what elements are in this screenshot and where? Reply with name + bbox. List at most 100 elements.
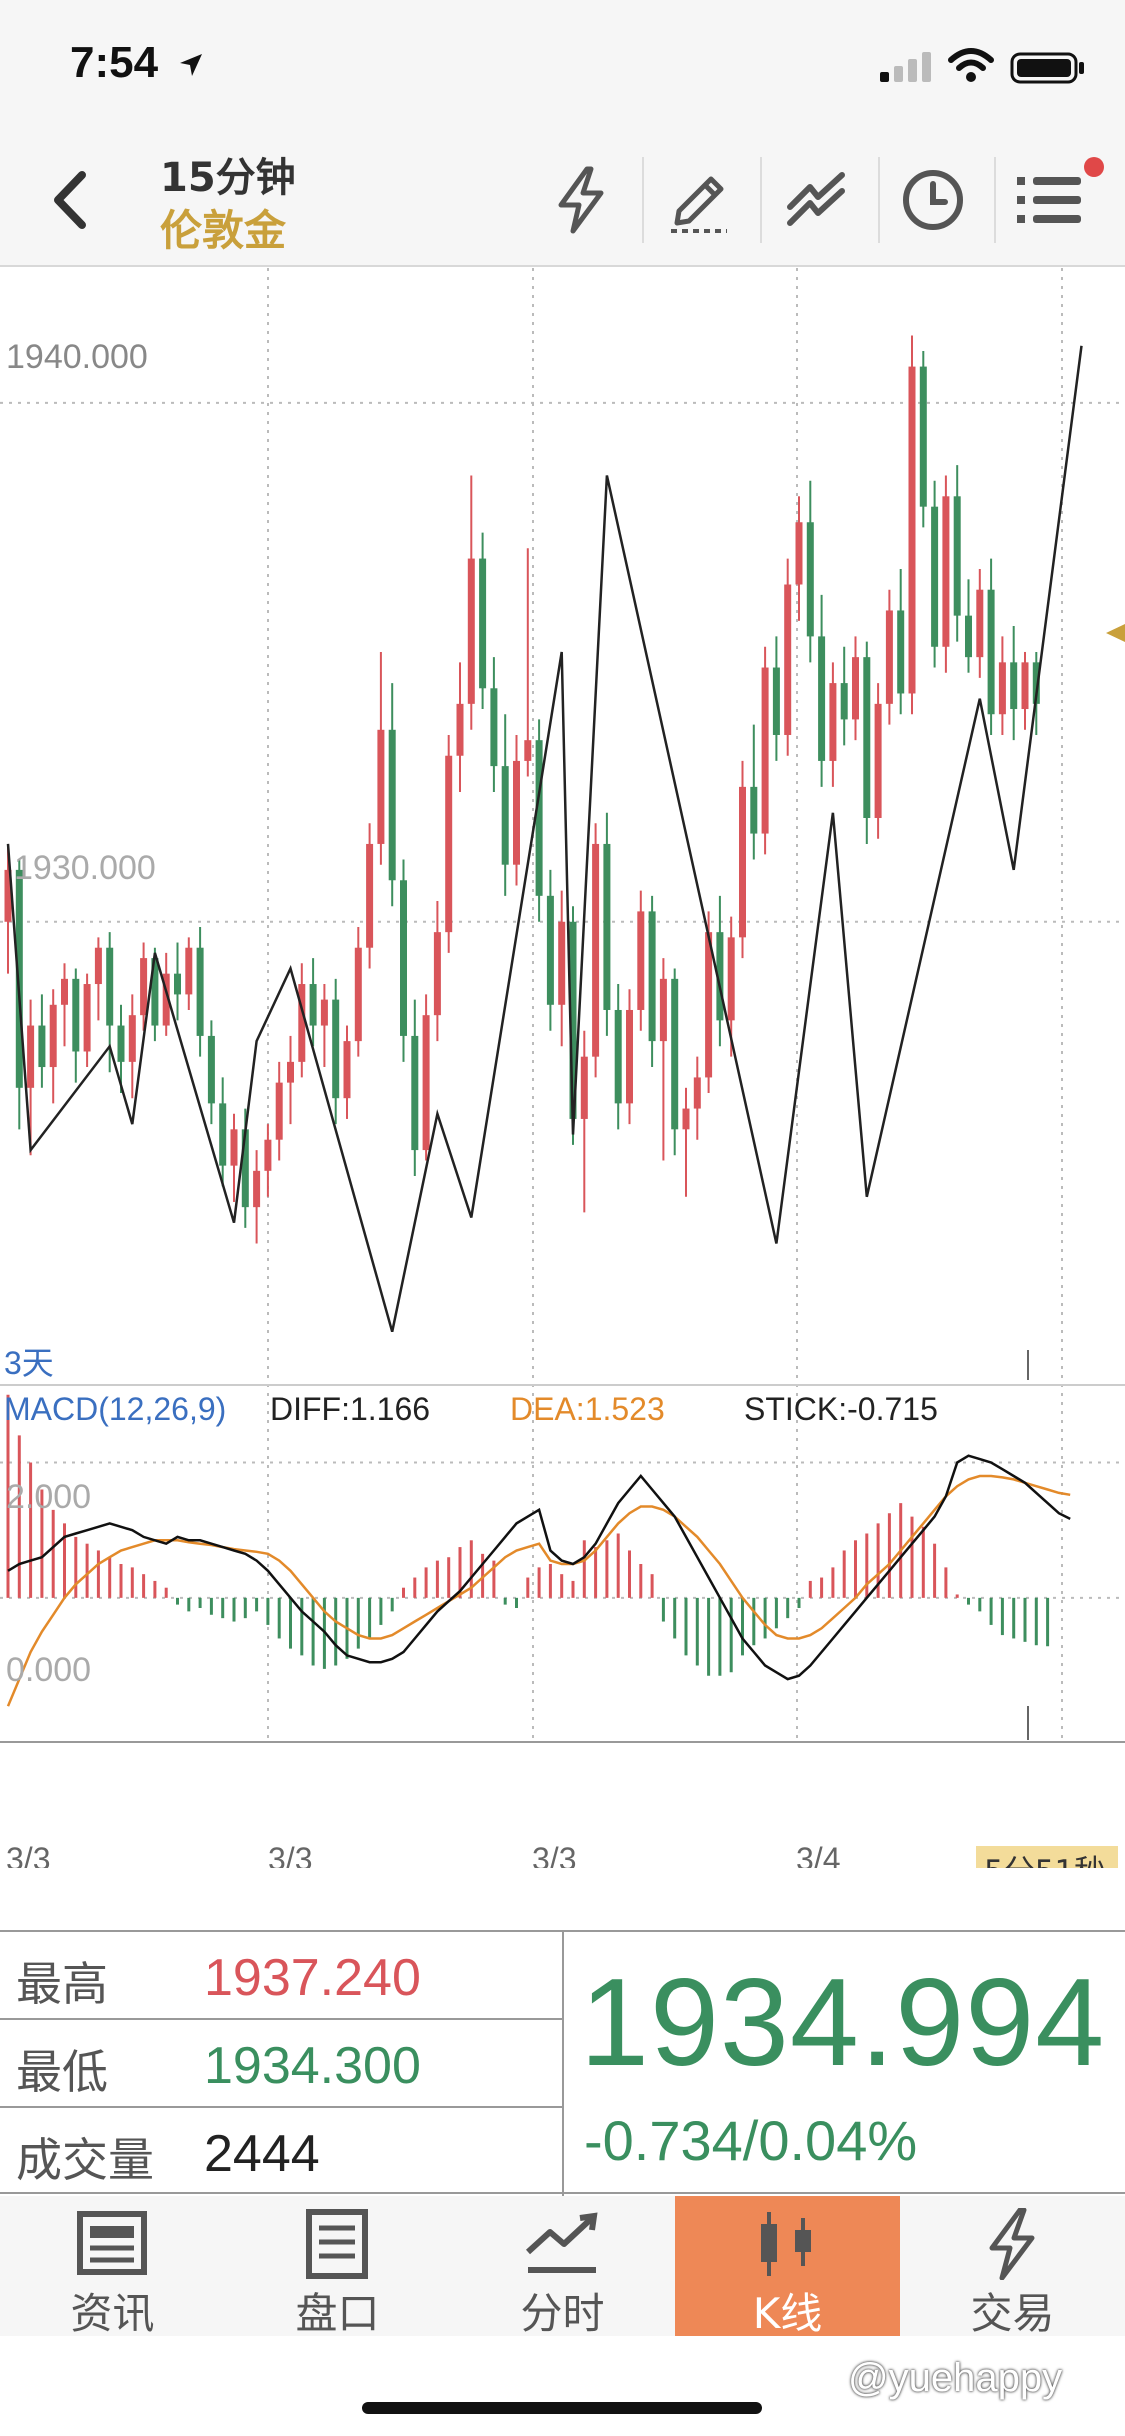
tab-news[interactable]: 资讯 [0,2196,225,2338]
candle-body [795,522,803,585]
candle-body [174,973,181,995]
candle-body [852,657,859,720]
candle-body [761,667,769,834]
candle-body [411,1035,419,1151]
candle-body [287,1061,294,1083]
candle-series [4,335,1040,1244]
candle-body [716,932,724,1021]
candle-body [422,1015,430,1151]
candle-body [569,921,577,1119]
header-separator [994,157,996,243]
x-tick-label: 3/3 [268,1841,312,1868]
candle-body [4,869,12,922]
tab-orderbook[interactable]: 盘口 [225,2196,450,2338]
candle-body [128,1015,136,1062]
countdown-label: 5分51秒 [984,1854,1105,1868]
candle-body [83,984,91,1052]
status-bar: 7:54 [0,0,1125,135]
candle-body [320,999,328,1026]
tab-trade[interactable]: 交易 [900,2196,1125,2338]
candle-body [885,610,893,704]
macd-tick-label: 0.000 [6,1651,91,1689]
watermark: @yuehappy [848,2356,1063,2400]
candle-body [61,978,68,1005]
quote-panel: 最高 1937.240 最低 1934.300 成交量 2444 1934.99… [0,1930,1125,2196]
current-price: 1934.994 [580,1954,1106,2092]
candle-body [987,589,995,715]
candle-body [15,869,23,1088]
candle-body [309,984,317,1026]
candle-body [433,932,441,1016]
candle-body [207,1035,215,1104]
candle-body [592,843,600,1057]
candle-body [264,1139,272,1171]
tab-timeshare[interactable]: 分时 [450,2196,675,2338]
candle-body [772,667,780,735]
candle-body [863,657,871,818]
menu-icon [1017,177,1081,223]
draw-button[interactable] [656,157,742,243]
candle-body [185,947,193,995]
candle-body [727,937,735,1021]
clock-button[interactable] [890,157,976,243]
menu-button[interactable] [1006,157,1092,243]
macd-series [6,1394,1071,1707]
candle-body [366,843,374,948]
candle-body [513,760,520,865]
candle-body [38,1025,46,1068]
candle-body [739,786,746,938]
candle-body [377,729,385,844]
candle-body [818,636,826,761]
candle-body [27,1025,35,1088]
low-label: 最低 [16,2045,108,2099]
candle-body [151,958,159,1026]
candle-body [614,1009,622,1104]
candle-body [400,880,407,1036]
candle-body [953,496,961,616]
candle-body [241,1129,249,1208]
header-separator [760,157,762,243]
home-indicator[interactable] [362,2402,762,2414]
candle-body [750,786,758,834]
instrument-name: 伦敦金 [160,206,287,255]
volume-label: 成交量 [16,2133,154,2187]
bottom-nav: 资讯 盘口 分时 K线 交易 [0,2196,1125,2338]
candle-body [637,911,645,1010]
candle-body [580,1056,588,1119]
candle-body [897,610,905,694]
candle-body [908,366,916,694]
trade-icon [989,2208,1035,2280]
current-price-marker [1106,624,1125,642]
candle-body [298,984,306,1062]
candle-body [253,1170,261,1208]
candle-body [445,755,453,933]
candle-body [942,496,950,647]
candle-body [94,947,102,985]
high-value: 1937.240 [204,1949,421,2007]
back-arrow-icon[interactable] [40,165,100,235]
candle-body [705,932,713,1078]
volume-row: 成交量 2444 [0,2108,562,2196]
candle-body [998,662,1006,715]
tab-kline[interactable]: K线 [675,2196,900,2338]
macd-tick-label: 2.000 [6,1478,91,1516]
status-time: 7:54 [70,38,159,87]
notification-dot [1084,157,1104,177]
news-icon [77,2211,147,2275]
candle-body [524,740,532,761]
candle-body [162,973,170,1026]
candle-body [648,911,656,1042]
trendline-button[interactable] [774,157,860,243]
tab-label: 资讯 [70,2289,155,2338]
signal-icon [880,52,931,82]
candle-body [1010,662,1018,710]
candle-body [626,1009,633,1104]
high-row: 最高 1937.240 [0,1932,562,2020]
tab-label: K线 [752,2289,823,2338]
trendline-icon [787,172,845,226]
lightning-button[interactable] [538,157,624,243]
candle-body [840,683,848,720]
lightning-icon [558,166,604,234]
candle-body [196,947,204,1036]
kline-chart[interactable]: 1940.000 1930.000 3天 MACD(12,26,9) DIFF:… [0,268,1125,1868]
